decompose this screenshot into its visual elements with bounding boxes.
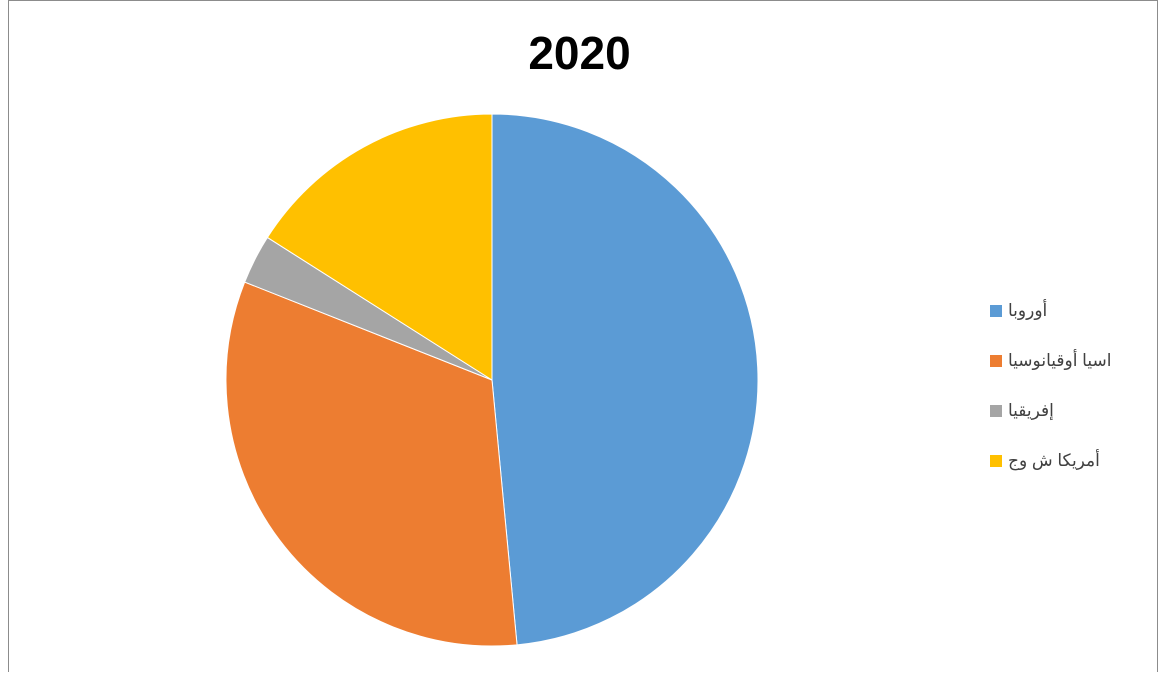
legend-label: اسيا أوقيانوسيا (1008, 351, 1112, 370)
legend-item: أوروبا (990, 293, 1111, 329)
legend-item: أمريكا ش وج (990, 443, 1111, 479)
pie-slices (225, 113, 759, 647)
legend-label: أمريكا ش وج (1008, 451, 1100, 470)
legend-swatch (990, 305, 1002, 317)
pie-slice-0 (491, 113, 759, 646)
chart-title: 2020 (528, 27, 631, 79)
legend-swatch (990, 455, 1002, 467)
pie-slice-3 (266, 113, 493, 381)
legend-swatch (990, 355, 1002, 367)
legend: أوروبا اسيا أوقيانوسيا إفريقيا أمريكا ش وج (990, 293, 1111, 493)
legend-label: أوروبا (1008, 301, 1048, 320)
legend-item: اسيا أوقيانوسيا (990, 343, 1111, 379)
pie-slice-1 (225, 281, 518, 647)
legend-swatch (990, 405, 1002, 417)
legend-label: إفريقيا (1008, 401, 1054, 420)
legend-item: إفريقيا (990, 393, 1111, 429)
